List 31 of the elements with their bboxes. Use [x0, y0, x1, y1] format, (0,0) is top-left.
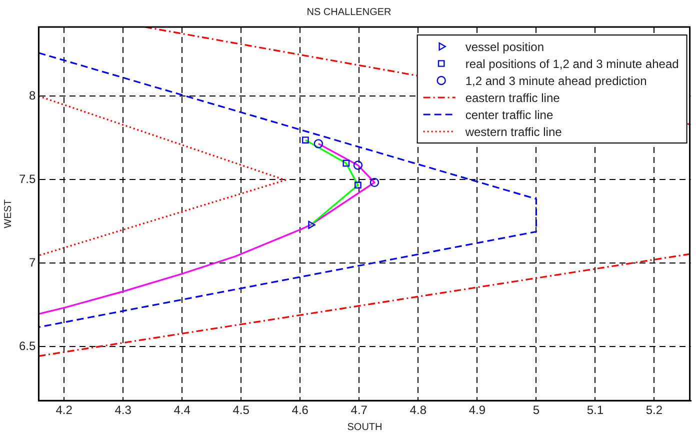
x-tick-label: 4.4	[174, 403, 191, 418]
point	[302, 136, 309, 144]
y-tick-label: 7	[28, 255, 36, 270]
y-tick-label: 7.5	[18, 172, 36, 186]
point	[354, 182, 362, 189]
legend-label: real positions of 1,2 and 3 minute ahead	[465, 56, 679, 71]
legend-label: center traffic line	[465, 108, 554, 122]
x-tick-label: 5.1	[586, 403, 604, 418]
legend-label: eastern traffic line	[465, 90, 560, 105]
legend-label: western traffic line	[464, 124, 562, 139]
y-axis-title: WEST	[2, 199, 14, 228]
legend-label: 1,2 and 3 minute ahead prediction	[465, 74, 647, 88]
x-tick-label: 4.8	[410, 403, 427, 418]
y-tick-label: 8	[28, 88, 36, 102]
y-tick-label: 6.5	[18, 338, 36, 353]
point	[308, 220, 316, 229]
x-tick-label: 4.3	[114, 403, 132, 418]
legend-label: vessel position	[465, 40, 544, 54]
x-tick-label: 5	[532, 403, 540, 418]
x-tick-label: 4.5	[232, 403, 250, 418]
chart-title: NS CHALLENGER	[306, 6, 392, 18]
x-axis-title: SOUTH	[347, 422, 382, 433]
x-tick-label: 5.2	[646, 403, 663, 418]
point	[342, 160, 350, 167]
x-tick-label: 4.2	[56, 403, 73, 418]
x-tick-label: 4.9	[468, 403, 486, 418]
point	[370, 178, 380, 188]
x-tick-label: 4.7	[350, 403, 368, 418]
point	[353, 160, 363, 170]
point	[314, 139, 324, 148]
x-tick-label: 4.6	[292, 403, 309, 418]
